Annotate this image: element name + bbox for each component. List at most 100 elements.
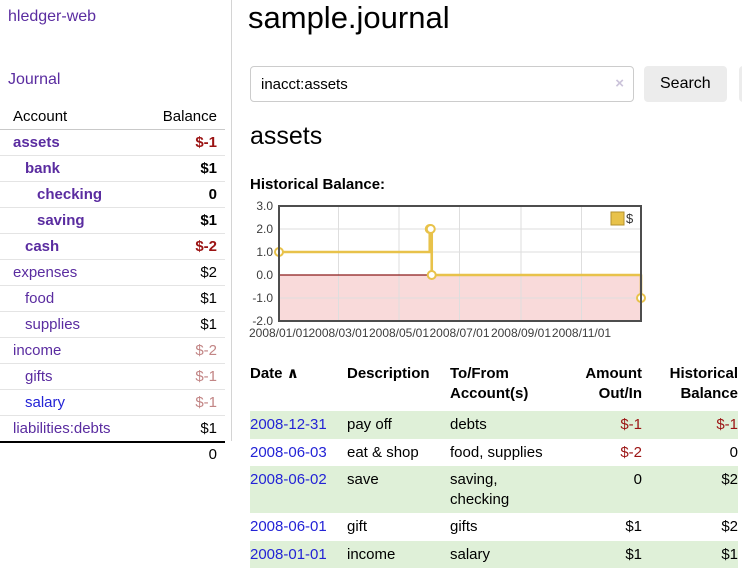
account-row: food $1: [0, 286, 225, 312]
app-title-link[interactable]: hledger-web: [8, 8, 97, 25]
sidebar-account-link[interactable]: cash: [25, 238, 60, 255]
accounts-table: Account Balance assets $-1 bank $1 checking 0…: [0, 104, 225, 466]
search-form: × Search ?: [250, 66, 742, 102]
account-balance: $-2: [195, 238, 217, 255]
transaction-description: income: [347, 545, 396, 563]
transaction-description: eat & shop: [347, 443, 419, 461]
register-row: 2008-06-01 gift gifts $1 $2: [250, 513, 738, 541]
svg-text:2008/05/01: 2008/05/01: [369, 326, 429, 340]
transaction-amount: $1: [625, 545, 642, 563]
sidebar-account-link[interactable]: expenses: [13, 264, 78, 281]
account-row: cash $-2: [0, 234, 225, 260]
search-input[interactable]: [250, 66, 634, 102]
sidebar-account-link[interactable]: checking: [37, 186, 103, 203]
transaction-accounts: gifts: [450, 518, 478, 535]
account-row: liabilities:debts $1: [0, 416, 225, 441]
sidebar-account-link[interactable]: food: [25, 290, 55, 307]
svg-text:0.0: 0.0: [256, 268, 273, 282]
balance-column-header: Balance: [162, 108, 217, 125]
accounts-total-value: 0: [208, 446, 217, 463]
clear-search-icon[interactable]: ×: [615, 75, 624, 92]
sidebar-account-link[interactable]: supplies: [25, 316, 81, 333]
account-balance: 0: [208, 186, 217, 203]
transaction-balance: 0: [729, 443, 738, 461]
account-row: supplies $1: [0, 312, 225, 338]
transaction-date-link[interactable]: 2008-06-01: [250, 518, 327, 535]
transaction-date-link[interactable]: 2008-06-02: [250, 471, 327, 488]
transaction-description: pay off: [347, 416, 392, 433]
transaction-amount: $1: [625, 518, 642, 535]
register-row: 2008-06-03 eat & shop food, supplies $-2 0: [250, 439, 738, 467]
chart-title: Historical Balance:: [250, 176, 386, 193]
register-row: 2008-06-02 save saving, checking 0 $2: [250, 466, 738, 513]
account-balance: $-1: [195, 368, 217, 385]
transaction-balance: $2: [721, 471, 738, 488]
column-header: Amount Out/In: [585, 365, 642, 402]
transaction-balance: $2: [721, 518, 738, 535]
sidebar: hledger-web Journal Account Balance asse…: [0, 0, 232, 463]
sidebar-account-link[interactable]: bank: [25, 160, 61, 177]
svg-text:2008/07/01: 2008/07/01: [429, 326, 489, 340]
svg-text:2008/11/01: 2008/11/01: [552, 326, 611, 340]
sidebar-account-link[interactable]: gifts: [25, 368, 53, 385]
sidebar-account-link[interactable]: liabilities:debts: [13, 420, 111, 437]
account-heading: assets: [250, 122, 323, 150]
sidebar-account-link[interactable]: assets: [13, 134, 60, 151]
search-button[interactable]: Search: [644, 66, 727, 102]
account-balance: $2: [200, 264, 217, 281]
svg-text:2008/09/01: 2008/09/01: [491, 326, 551, 340]
account-balance: $1: [200, 212, 217, 229]
transaction-description: gift: [347, 518, 368, 535]
account-row: saving $1: [0, 208, 225, 234]
svg-text:3.0: 3.0: [256, 199, 273, 213]
transaction-description: save: [347, 471, 379, 488]
register-row: 2008-12-31 pay off debts $-1 $-1: [250, 411, 738, 439]
column-header: Description: [347, 365, 430, 382]
account-column-header: Account: [13, 108, 68, 125]
svg-text:-1.0: -1.0: [252, 291, 273, 305]
accounts-table-header: Account Balance: [0, 104, 225, 130]
transaction-balance: $-1: [716, 416, 738, 433]
register-row: 2008-01-01 income salary $1 $1: [250, 540, 738, 568]
transaction-accounts: food, supplies: [450, 443, 543, 461]
account-balance: $1: [200, 290, 217, 307]
svg-text:$: $: [626, 211, 634, 226]
account-balance: $-1: [195, 134, 217, 151]
transaction-accounts: saving, checking: [450, 471, 510, 508]
transaction-accounts: salary: [450, 545, 491, 563]
account-balance: $-1: [195, 394, 217, 411]
sidebar-account-link[interactable]: saving: [37, 212, 85, 229]
account-balance: $1: [200, 160, 217, 177]
sidebar-account-link[interactable]: income: [13, 342, 62, 359]
column-header: Historical Balance: [669, 365, 738, 402]
account-row: checking 0: [0, 182, 225, 208]
historical-balance-chart[interactable]: 3.0 2.0 1.0 0.0 -1.0 -2.0 2008/01/01 2008/03/01…: [248, 199, 648, 349]
sidebar-account-rows: assets $-1 bank $1 checking 0 saving $1 cash $-2 e…: [0, 130, 225, 441]
sidebar-item-journal[interactable]: Journal: [8, 71, 61, 88]
register-table-header: Date ∧ Description To/From Account(s) Amoun…: [250, 360, 738, 411]
transaction-balance: $1: [721, 545, 738, 563]
account-row: bank $1: [0, 156, 225, 182]
account-balance: $1: [200, 420, 217, 437]
transaction-date-link[interactable]: 2008-01-01: [250, 545, 327, 563]
help-button[interactable]: ?: [738, 66, 742, 102]
account-balance: $-2: [195, 342, 217, 359]
transaction-amount: $-1: [620, 416, 642, 433]
account-row: income $-2: [0, 338, 225, 364]
account-row: salary $-1: [0, 390, 225, 416]
transaction-date-link[interactable]: 2008-12-31: [250, 416, 327, 433]
sort-ascending-icon: ∧: [286, 365, 299, 382]
main-content: sample.journal × Search ? assets Histori…: [248, 0, 742, 582]
register-table: Date ∧ Description To/From Account(s) Amoun…: [250, 360, 738, 568]
svg-text:1.0: 1.0: [256, 245, 273, 259]
page-title: sample.journal: [248, 0, 450, 35]
svg-text:2008/01/01: 2008/01/01: [249, 326, 309, 340]
transaction-date-link[interactable]: 2008-06-03: [250, 443, 327, 461]
account-balance: $1: [200, 316, 217, 333]
accounts-total-row: 0: [0, 441, 225, 466]
date-column-header[interactable]: Date ∧: [250, 365, 299, 382]
sidebar-account-link[interactable]: salary: [25, 394, 66, 411]
svg-text:2008/03/01: 2008/03/01: [308, 326, 368, 340]
register-table-body: 2008-12-31 pay off debts $-1 $-1 2008-06-03 ea…: [250, 411, 738, 568]
account-row: expenses $2: [0, 260, 225, 286]
